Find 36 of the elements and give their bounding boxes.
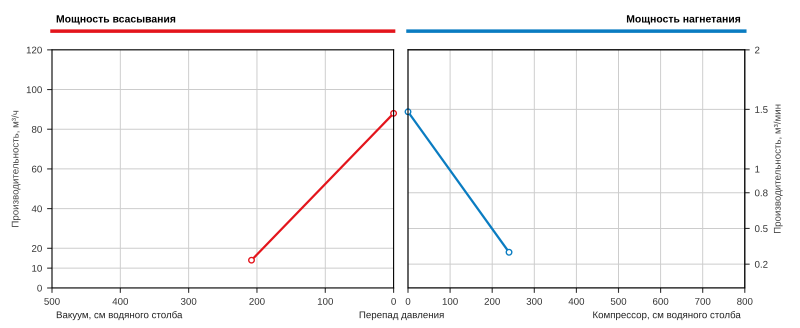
chart-title: Мощность всасывания xyxy=(56,15,176,25)
y-tick-label: 120 xyxy=(26,46,42,54)
y2-tick-label: 1.5 xyxy=(755,106,768,114)
x-tick-label: 0 xyxy=(406,298,410,305)
x-tick-label: 0 xyxy=(391,298,396,305)
x-tick-label: 400 xyxy=(112,298,128,305)
y-tick-label: 60 xyxy=(32,166,42,173)
y2-tick-label: 2 xyxy=(755,46,760,54)
y-tick-label: 100 xyxy=(26,86,42,94)
x-tick-label: 600 xyxy=(652,298,668,305)
text: Перепад давления xyxy=(360,311,444,320)
x-tick-label: 200 xyxy=(484,298,500,305)
y-tick-label: 0 xyxy=(37,284,42,292)
y2-axis-title: Производительность, м³/мин xyxy=(774,104,783,234)
y-tick-label: 10 xyxy=(32,264,42,272)
x-tick-label: 300 xyxy=(526,298,542,305)
x-tick-label: 700 xyxy=(695,298,710,305)
x-tick-label: 400 xyxy=(568,298,584,305)
y-tick-label: 20 xyxy=(32,245,42,252)
x-tick-label: 500 xyxy=(610,298,626,305)
y2-tick-label: 0.5 xyxy=(754,225,768,232)
x-tick-label: 300 xyxy=(180,298,196,305)
y-axis-title: Производительность, м³/ч xyxy=(11,110,21,227)
y2-tick-label: 0.2 xyxy=(754,260,768,268)
x-tick-label: 200 xyxy=(249,298,265,305)
y2-tick-label: 0.8 xyxy=(754,189,768,196)
y-tick-label: 40 xyxy=(32,205,42,212)
y-tick-label: 80 xyxy=(32,126,42,133)
chart-title: Мощность нагнетания xyxy=(626,15,740,25)
x-tick-label: 100 xyxy=(318,298,334,305)
x-tick-label: 800 xyxy=(737,298,753,305)
x-tick-label: 100 xyxy=(442,298,458,305)
x-axis-title: Вакуум, см водяного столба xyxy=(56,311,182,320)
y2-tick-label: 1 xyxy=(755,166,760,172)
x-tick-label: 500 xyxy=(44,298,60,305)
x-axis-title: Компрессор, см водяного столба xyxy=(593,311,741,320)
